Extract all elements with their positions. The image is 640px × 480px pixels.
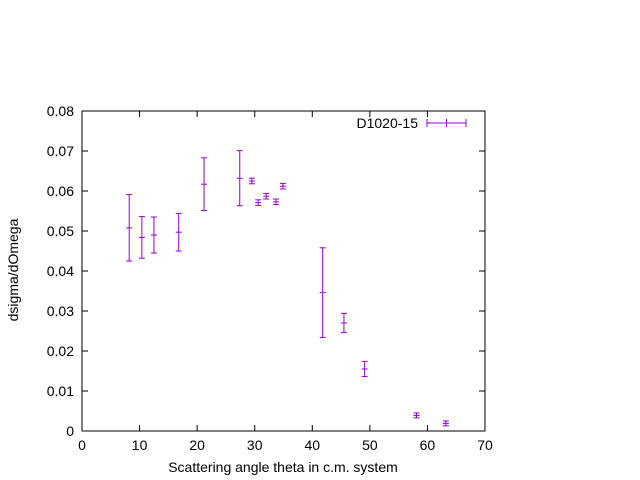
data-point — [126, 194, 133, 262]
y-axis-label: dsigma/dOmega — [5, 218, 21, 321]
legend: D1020-15 — [357, 115, 467, 131]
data-point — [413, 412, 420, 419]
y-tick-label: 0.06 — [47, 183, 74, 199]
x-tick-label: 60 — [420, 437, 436, 453]
x-tick-label: 70 — [477, 437, 493, 453]
y-tick-label: 0.05 — [47, 223, 74, 239]
plot-area-frame — [81, 110, 486, 432]
x-tick-label: 30 — [247, 437, 263, 453]
data-point — [263, 192, 270, 200]
x-tick-label: 40 — [304, 437, 320, 453]
x-tick-label: 10 — [132, 437, 148, 453]
x-axis-label: Scattering angle theta in c.m. system — [168, 459, 398, 475]
y-tick-label: 0.01 — [47, 383, 74, 399]
data-point — [273, 198, 280, 206]
y-axis-ticks: 0 0.01 0.02 0.03 0.04 0.05 0.06 0.07 0.08 — [47, 103, 485, 439]
data-point — [201, 157, 208, 212]
y-tick-label: 0.04 — [47, 263, 74, 279]
legend-sample-errorbar — [426, 119, 467, 127]
data-point — [150, 216, 157, 254]
legend-label: D1020-15 — [357, 115, 419, 131]
data-point — [255, 199, 262, 206]
y-tick-label: 0.08 — [47, 103, 74, 119]
data-point — [248, 177, 255, 185]
x-axis-ticks: 0 10 20 30 40 50 60 70 — [78, 111, 493, 453]
data-point — [175, 212, 182, 252]
y-tick-label: 0.07 — [47, 143, 74, 159]
data-point — [138, 216, 145, 259]
x-tick-label: 0 — [78, 437, 86, 453]
x-tick-label: 20 — [189, 437, 205, 453]
y-tick-label: 0.02 — [47, 343, 74, 359]
data-point — [236, 150, 243, 207]
data-series — [126, 150, 449, 427]
data-point — [442, 420, 449, 427]
data-point — [361, 360, 368, 378]
data-point — [279, 182, 286, 190]
data-point — [319, 247, 326, 338]
y-tick-label: 0 — [66, 423, 74, 439]
x-tick-label: 50 — [362, 437, 378, 453]
data-point — [340, 312, 347, 334]
y-tick-label: 0.03 — [47, 303, 74, 319]
